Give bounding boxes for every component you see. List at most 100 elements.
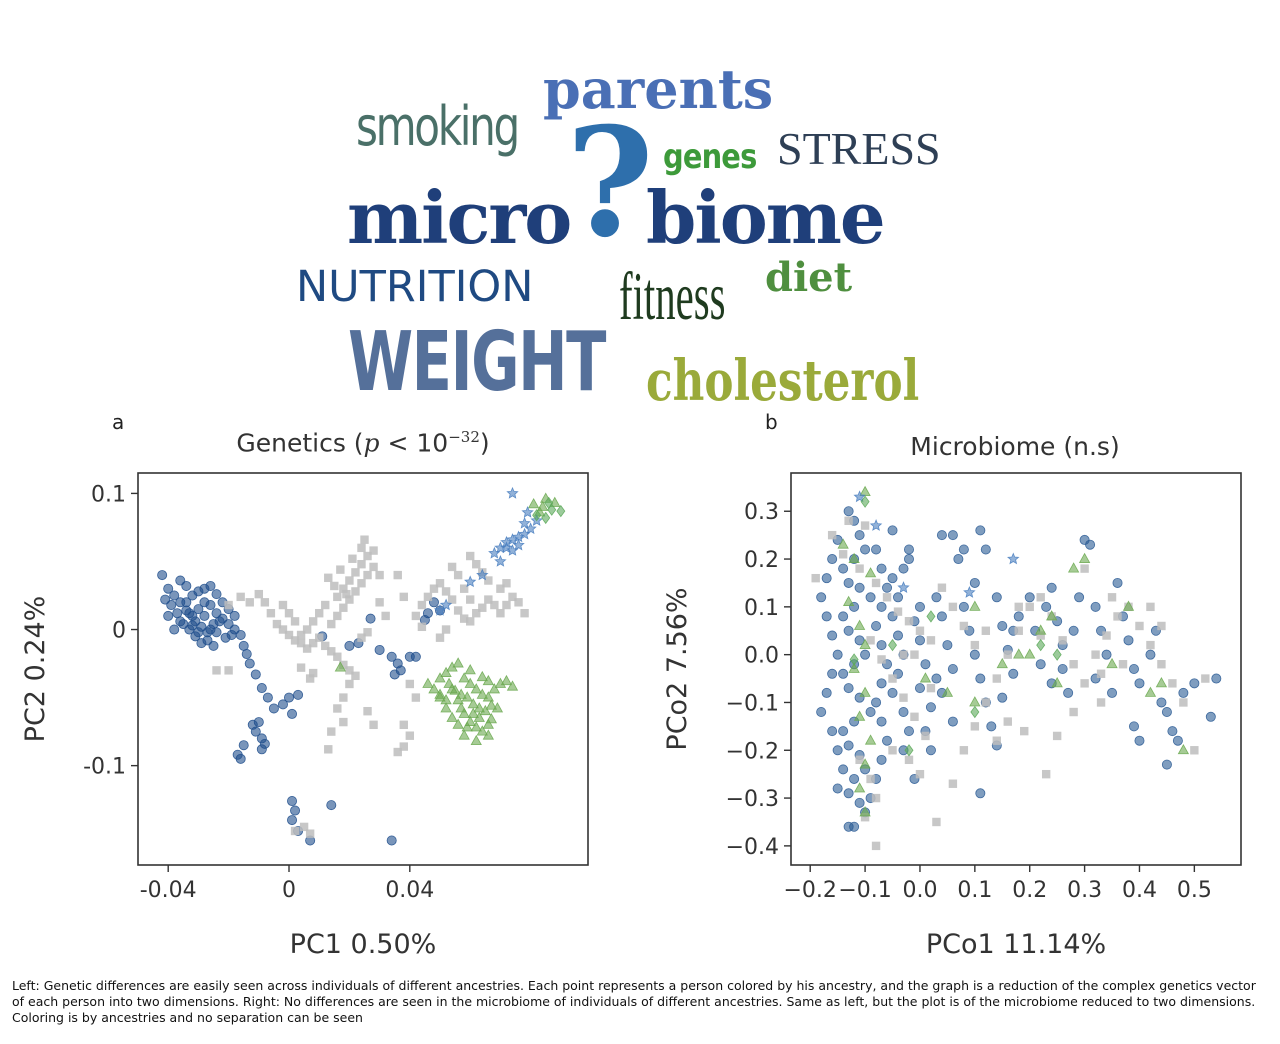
data-point-circle [904,727,913,736]
data-point-diamond [1037,640,1045,651]
data-point-circle [1162,707,1171,716]
data-point-circle [959,602,968,611]
data-point-circle [1107,688,1116,697]
data-point-circle [882,736,891,745]
data-point-square [888,746,896,754]
data-point-circle [828,727,837,736]
data-point-square [309,617,317,625]
word-cloud: parents smoking ? genes STRESS micro bio… [0,0,1280,420]
data-point-square [285,609,293,617]
data-point-square [400,721,408,729]
data-point-circle [1047,583,1056,592]
data-point-circle [206,600,215,609]
data-point-square [324,745,332,753]
data-point-circle [877,602,886,611]
data-point-square [472,560,480,568]
y-tick-label: 0.1 [744,596,779,621]
data-point-triangle [855,783,865,792]
data-point-square [1015,627,1023,635]
data-point-triangle [866,568,876,577]
data-point-square [375,598,383,606]
data-point-triangle [529,499,539,508]
data-point-circle [1206,712,1215,721]
data-point-square [520,609,528,617]
data-point-square [442,625,450,633]
data-point-circle [1129,722,1138,731]
series-circle [158,570,445,845]
data-point-square [261,598,269,606]
data-point-circle [1102,650,1111,659]
data-point-square [406,680,414,688]
data-point-square [442,587,450,595]
data-point-square [478,604,486,612]
x-tick-label: 0.3 [1067,878,1102,903]
left-title-end: ) [480,428,490,457]
data-point-square [297,631,305,639]
x-axis-label: PCo1 11.14% [926,929,1106,960]
data-point-square [1146,603,1154,611]
data-point-circle [839,727,848,736]
series-diamond [533,497,565,523]
data-point-circle [844,684,853,693]
data-point-circle [976,789,985,798]
data-point-star [898,582,908,592]
data-point-square [916,627,924,635]
data-point-square [960,622,968,630]
data-point-square [1097,670,1105,678]
data-point-square [330,582,338,590]
data-point-triangle [860,687,870,696]
data-point-circle [158,570,167,579]
data-point-square [1146,641,1154,649]
data-point-circle [921,660,930,669]
data-point-square [1080,679,1088,687]
data-point-circle [1168,727,1177,736]
y-axis-label: PCo2 7.56% [662,587,693,750]
y-tick-label: 0 [112,619,126,644]
data-point-square [872,579,880,587]
data-point-star [964,587,975,597]
data-point-circle [915,684,924,693]
word-question-mark: ? [566,108,654,258]
data-point-circle [176,617,185,626]
data-point-circle [839,564,848,573]
data-point-circle [828,631,837,640]
data-point-circle [212,628,221,637]
data-point-circle [877,679,886,688]
word-cholesterol: cholesterol [646,353,919,409]
data-point-circle [230,611,239,620]
data-point-square [454,606,462,614]
data-point-circle [904,545,913,554]
data-point-square [279,601,287,609]
data-point-square [357,579,365,587]
data-point-triangle [866,735,876,744]
data-point-circle [844,789,853,798]
data-point-circle [992,593,1001,602]
x-tick-label: 0.4 [1122,878,1157,903]
data-point-circle [828,554,837,563]
x-tick-label: 0.0 [902,878,937,903]
data-point-circle [1069,626,1078,635]
data-point-circle [839,765,848,774]
data-point-triangle [970,601,980,610]
data-point-square [315,609,323,617]
y-tick-label: −0.1 [726,691,779,716]
data-point-circle [948,664,957,673]
data-point-diamond [971,707,979,718]
data-point-circle [937,531,946,540]
data-point-diamond [927,611,935,622]
data-point-square [1091,650,1099,658]
data-point-square [224,601,232,609]
left-chart-title: Genetics (p < 10−32) [138,428,588,457]
data-point-circle [1212,674,1221,683]
data-point-square [351,568,359,576]
data-point-square [327,727,335,735]
data-point-square [1004,650,1012,658]
data-point-square [339,718,347,726]
data-point-circle [170,625,179,634]
data-point-square [1020,727,1028,735]
data-point-circle [227,630,236,639]
data-point-circle [1124,636,1133,645]
data-point-square [894,607,902,615]
data-point-circle [188,621,197,630]
data-point-circle [263,693,272,702]
